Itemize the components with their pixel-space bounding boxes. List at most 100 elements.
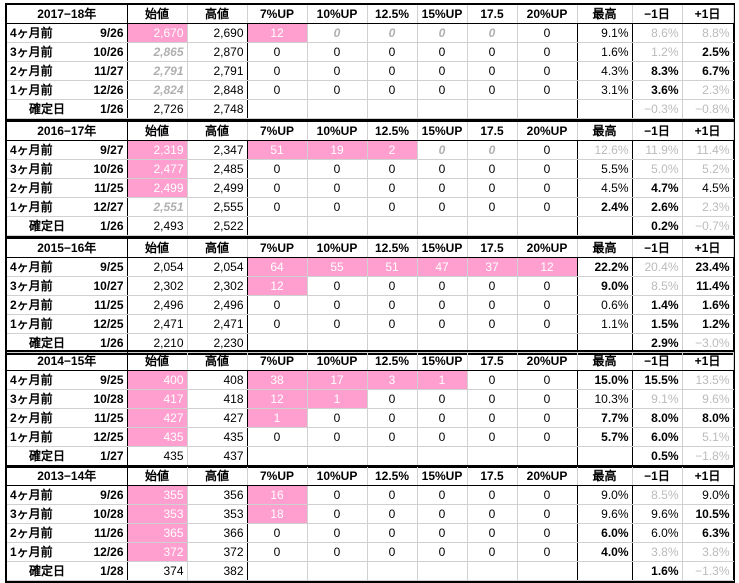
cell-p1[interactable]: 2.3% (682, 80, 734, 100)
cell-p10[interactable]: 1 (307, 389, 368, 409)
cell-p1[interactable]: 4.5% (682, 178, 734, 198)
cell-p10[interactable]: 19 (307, 140, 368, 160)
row-label[interactable]: 確定日 1/28 (7, 561, 128, 581)
cell-m1[interactable]: 5.0% (632, 159, 683, 179)
cell-p15[interactable]: 0 (417, 408, 468, 428)
cell-max[interactable]: 6.0% (577, 523, 633, 543)
cell-open[interactable]: 435 (127, 427, 188, 447)
column-header[interactable]: 最高 (577, 239, 633, 258)
cell-p20[interactable]: 0 (517, 389, 578, 409)
cell-p10[interactable]: 0 (307, 427, 368, 447)
row-label[interactable]: 確定日 1/26 (7, 333, 128, 353)
cell-max[interactable] (577, 99, 633, 119)
column-header[interactable]: 20%UP (517, 239, 578, 258)
column-header[interactable]: 12.5% (367, 352, 418, 371)
cell-open[interactable]: 2,726 (127, 99, 188, 119)
cell-p15[interactable]: 0 (417, 389, 468, 409)
cell-p7[interactable]: 38 (247, 370, 308, 390)
cell-p125[interactable]: 0 (367, 389, 418, 409)
cell-high[interactable]: 372 (187, 542, 248, 562)
cell-p10[interactable]: 0 (307, 197, 368, 217)
cell-p10[interactable]: 55 (307, 257, 368, 277)
cell-open[interactable]: 427 (127, 408, 188, 428)
cell-m1[interactable]: −0.3% (632, 99, 683, 119)
cell-p7[interactable]: 12 (247, 23, 308, 43)
cell-open[interactable]: 2,670 (127, 23, 188, 43)
cell-m1[interactable]: 6.0% (632, 427, 683, 447)
column-header[interactable]: 始値 (127, 352, 188, 371)
cell-p175[interactable]: 0 (467, 42, 518, 62)
column-header[interactable]: 高値 (187, 239, 248, 258)
cell-max[interactable]: 7.7% (577, 408, 633, 428)
cell-p1[interactable]: 9.6% (682, 389, 734, 409)
cell-p15[interactable]: 0 (417, 542, 468, 562)
cell-p7[interactable]: 0 (247, 314, 308, 334)
cell-p10[interactable]: 0 (307, 314, 368, 334)
cell-high[interactable]: 2,496 (187, 295, 248, 315)
cell-high[interactable]: 366 (187, 523, 248, 543)
column-header[interactable]: 最高 (577, 122, 633, 141)
cell-p1[interactable]: −3.0% (682, 333, 734, 353)
cell-p175[interactable]: 0 (467, 197, 518, 217)
cell-p7[interactable] (247, 446, 308, 466)
cell-p15[interactable]: 0 (417, 485, 468, 505)
cell-p1[interactable]: 1.2% (682, 314, 734, 334)
cell-p15[interactable]: 0 (417, 314, 468, 334)
cell-open[interactable]: 400 (127, 370, 188, 390)
cell-p20[interactable]: 0 (517, 542, 578, 562)
cell-max[interactable]: 1.6% (577, 42, 633, 62)
column-header[interactable]: 高値 (187, 352, 248, 371)
cell-p175[interactable] (467, 99, 518, 119)
cell-high[interactable]: 356 (187, 485, 248, 505)
cell-p20[interactable]: 0 (517, 159, 578, 179)
cell-p20[interactable] (517, 99, 578, 119)
column-header[interactable]: 最高 (577, 352, 633, 371)
cell-p125[interactable] (367, 561, 418, 581)
row-label[interactable]: 2ヶ月前 11/25 (7, 408, 128, 428)
cell-p125[interactable]: 0 (367, 61, 418, 81)
cell-m1[interactable]: 11.9% (632, 140, 683, 160)
cell-p7[interactable]: 0 (247, 523, 308, 543)
column-header[interactable]: 20%UP (517, 467, 578, 486)
cell-p7[interactable]: 0 (247, 295, 308, 315)
row-label[interactable]: 3ヶ月前 10/27 (7, 276, 128, 296)
cell-p15[interactable]: 0 (417, 197, 468, 217)
cell-p15[interactable]: 47 (417, 257, 468, 277)
row-label[interactable]: 4ヶ月前 9/26 (7, 23, 128, 43)
cell-p7[interactable]: 64 (247, 257, 308, 277)
cell-high[interactable]: 2,054 (187, 257, 248, 277)
cell-max[interactable]: 4.5% (577, 178, 633, 198)
cell-p20[interactable] (517, 561, 578, 581)
cell-m1[interactable]: 4.7% (632, 178, 683, 198)
row-label[interactable]: 4ヶ月前 9/27 (7, 140, 128, 160)
column-header[interactable]: 10%UP (307, 122, 368, 141)
cell-p20[interactable]: 0 (517, 140, 578, 160)
cell-m1[interactable]: 0.5% (632, 446, 683, 466)
column-header[interactable]: 10%UP (307, 467, 368, 486)
cell-p10[interactable]: 0 (307, 485, 368, 505)
cell-max[interactable]: 15.0% (577, 370, 633, 390)
cell-max[interactable]: 22.2% (577, 257, 633, 277)
cell-high[interactable]: 437 (187, 446, 248, 466)
year-label[interactable]: 2013−14年 (7, 467, 128, 486)
cell-open[interactable]: 353 (127, 504, 188, 524)
column-header[interactable]: 7%UP (247, 352, 308, 371)
cell-max[interactable]: 9.1% (577, 23, 633, 43)
cell-p7[interactable]: 0 (247, 42, 308, 62)
column-header[interactable]: 最高 (577, 5, 633, 24)
year-label[interactable]: 2017−18年 (7, 5, 128, 24)
cell-m1[interactable]: 3.6% (632, 80, 683, 100)
column-header[interactable]: 最高 (577, 467, 633, 486)
cell-p1[interactable]: −1.3% (682, 561, 734, 581)
cell-p20[interactable]: 0 (517, 370, 578, 390)
cell-p1[interactable]: 2.3% (682, 197, 734, 217)
cell-high[interactable]: 2,522 (187, 216, 248, 236)
cell-p125[interactable]: 0 (367, 408, 418, 428)
cell-p175[interactable]: 0 (467, 389, 518, 409)
cell-max[interactable]: 2.4% (577, 197, 633, 217)
cell-p125[interactable]: 0 (367, 197, 418, 217)
cell-p1[interactable]: −0.8% (682, 99, 734, 119)
cell-open[interactable]: 2,499 (127, 178, 188, 198)
column-header[interactable]: 始値 (127, 122, 188, 141)
cell-p7[interactable]: 51 (247, 140, 308, 160)
